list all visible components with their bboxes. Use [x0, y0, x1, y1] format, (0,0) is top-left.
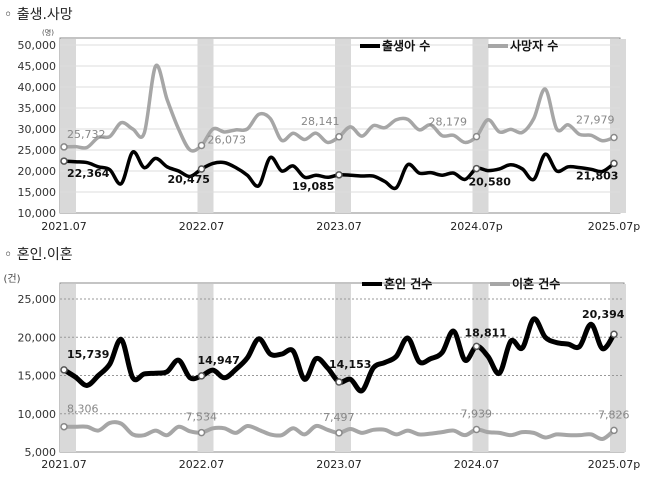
- y-tick-label: 15,000: [18, 370, 57, 383]
- x-tick-label: 2021.07: [41, 220, 87, 233]
- highlight-band: [610, 284, 626, 452]
- data-point-marker: [60, 143, 68, 151]
- y-tick-label: 50,000: [18, 39, 57, 52]
- data-label: 7,534: [186, 411, 218, 424]
- data-label: 14,153: [329, 358, 371, 371]
- births-deaths-chart: 10,000 15,000 20,000 25,000 30,000 35,000 40,0…: [18, 28, 641, 233]
- data-label: 28,141: [301, 115, 340, 128]
- data-label: 20,475: [168, 173, 210, 186]
- x-tick-label: 2024.07p: [450, 220, 502, 233]
- data-point-marker: [335, 429, 343, 437]
- data-point-marker: [472, 164, 481, 173]
- x-tick-label: 2023.07: [316, 458, 362, 471]
- y-tick-label: 25,000: [18, 293, 57, 306]
- data-label: 28,179: [429, 116, 468, 129]
- data-point-marker: [610, 426, 618, 435]
- highlight-band: [197, 39, 214, 213]
- data-label: 8,306: [67, 403, 99, 416]
- legend-label: 혼인 건수: [384, 276, 432, 291]
- legend-label: 이혼 건수: [512, 276, 560, 291]
- data-point-marker: [60, 366, 68, 374]
- data-point-marker: [197, 165, 206, 173]
- y-tick-label: 10,000: [18, 207, 57, 220]
- data-label: 22,364: [67, 167, 110, 180]
- data-point-marker: [197, 372, 206, 380]
- highlight-band: [610, 39, 626, 213]
- data-label: 20,580: [469, 176, 512, 189]
- data-label: 27,979: [576, 113, 615, 126]
- data-label: 20,394: [582, 308, 625, 321]
- y-tick-label: 15,000: [18, 186, 57, 199]
- y-tick-label: 40,000: [18, 81, 57, 94]
- x-tick-label: 2021.07: [41, 458, 87, 471]
- y-tick-label: 10,000: [18, 408, 57, 421]
- y-tick-label: 5,000: [25, 446, 57, 459]
- data-label: 26,073: [208, 133, 247, 146]
- data-label: 21,803: [576, 169, 618, 182]
- data-point-marker: [197, 141, 206, 150]
- data-point-marker: [60, 422, 68, 431]
- highlight-band: [60, 39, 76, 213]
- highlight-band: [335, 39, 351, 213]
- marriage-divorce-chart: 5,000 10,000 15,000 20,000 25,000 (건) 2021.07 2…: [3, 273, 640, 471]
- x-tick-label: 2025.07p: [588, 220, 640, 233]
- data-label: 7,939: [461, 408, 493, 421]
- legend-label: 사망자 수: [510, 38, 558, 53]
- data-point-marker: [610, 133, 618, 142]
- y-tick-label: 30,000: [18, 123, 57, 136]
- marriage-divorce-title: ◦ 혼인.이혼: [4, 247, 73, 263]
- x-tick-label: 2022.07: [179, 220, 225, 233]
- x-tick-label: 2025.07p: [588, 458, 640, 471]
- data-point-marker: [197, 428, 206, 437]
- y-tick-label: 20,000: [18, 165, 57, 178]
- data-label: 15,739: [67, 348, 109, 361]
- data-label: 7,826: [598, 408, 630, 421]
- y-tick-label: 20,000: [18, 331, 57, 344]
- y-tick-label: 25,000: [18, 144, 57, 157]
- data-label: 25,732: [67, 128, 106, 141]
- x-tick-label: 2022.07: [179, 458, 225, 471]
- data-label: 18,811: [465, 326, 507, 339]
- data-point-marker: [60, 157, 68, 165]
- x-tick-label: 2024.07: [454, 458, 500, 471]
- y-unit-label: (명): [42, 28, 54, 37]
- highlight-band: [197, 284, 214, 452]
- x-tick-label: 2023.07: [316, 220, 362, 233]
- data-point-marker: [610, 159, 618, 168]
- data-point-marker: [472, 425, 481, 434]
- data-label: 19,085: [292, 180, 334, 193]
- y-unit-label: (건): [3, 273, 20, 285]
- highlight-band: [60, 284, 76, 452]
- y-tick-label: 35,000: [18, 102, 57, 115]
- data-point-marker: [472, 342, 481, 351]
- data-point-marker: [610, 330, 618, 338]
- births-deaths-title: ◦ 출생.사망: [4, 7, 73, 23]
- data-label: 7,497: [323, 411, 355, 424]
- legend-label: 출생아 수: [382, 38, 430, 53]
- data-label: 14,947: [198, 354, 240, 367]
- y-tick-label: 45,000: [18, 60, 57, 73]
- data-point-marker: [335, 171, 343, 179]
- data-point-marker: [335, 378, 343, 386]
- highlight-band: [472, 284, 489, 452]
- data-point-marker: [335, 133, 343, 141]
- highlight-band: [335, 284, 351, 452]
- data-point-marker: [472, 132, 481, 141]
